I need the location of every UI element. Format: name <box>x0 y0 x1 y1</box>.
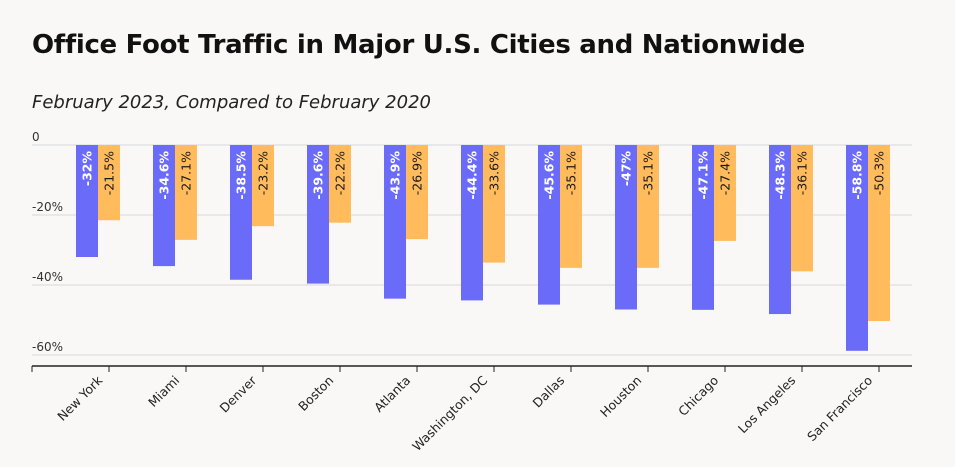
bar <box>384 145 406 299</box>
x-tick-label: Miami <box>145 373 182 410</box>
bar <box>791 145 813 272</box>
bar <box>329 145 351 223</box>
bar <box>868 145 890 322</box>
bar <box>637 145 659 268</box>
y-tick-label: -20% <box>32 200 63 214</box>
x-tick-label: Washington, DC <box>409 373 490 454</box>
data-label: -35.1% <box>641 151 656 195</box>
data-label: -35.1% <box>564 151 579 195</box>
data-label: -36.1% <box>795 151 810 195</box>
bar <box>230 145 252 280</box>
bar <box>615 145 637 310</box>
bar <box>714 145 736 241</box>
data-label: -47.1% <box>696 151 711 200</box>
bar <box>461 145 483 301</box>
bar <box>252 145 274 227</box>
data-label: -27.4% <box>718 151 733 195</box>
data-label: -39.6% <box>311 151 326 200</box>
x-tick-label: Dallas <box>530 373 568 411</box>
x-tick-label: Houston <box>597 373 644 420</box>
chart-subtitle: February 2023, Compared to February 2020 <box>32 92 431 113</box>
data-label: -48.3% <box>773 151 788 200</box>
bar <box>406 145 428 240</box>
data-label: -34.6% <box>157 151 172 200</box>
data-label: -50.3% <box>872 151 887 195</box>
chart-title: Office Foot Traffic in Major U.S. Cities… <box>32 30 805 60</box>
bar <box>76 145 98 257</box>
bar <box>538 145 560 305</box>
y-tick-label: 0 <box>32 130 40 144</box>
data-label: -44.4% <box>465 151 480 200</box>
bar <box>692 145 714 310</box>
x-tick-label: Denver <box>217 372 260 415</box>
x-tick-label: Boston <box>295 373 336 414</box>
bar <box>483 145 505 263</box>
bar <box>153 145 175 267</box>
bar <box>307 145 329 284</box>
data-label: -21.5% <box>102 151 117 195</box>
x-tick-label: Los Angeles <box>735 373 798 436</box>
x-tick-label: Atlanta <box>371 373 413 415</box>
data-label: -33.6% <box>487 151 502 195</box>
data-label: -58.8% <box>850 151 865 200</box>
x-tick-label: New York <box>54 372 106 424</box>
bar <box>560 145 582 268</box>
x-tick-label: Chicago <box>675 373 721 419</box>
x-tick-label: San Francisco <box>804 373 875 444</box>
data-label: -43.9% <box>388 151 403 200</box>
y-tick-label: -40% <box>32 270 63 284</box>
data-label: -32% <box>80 151 95 187</box>
bar <box>846 145 868 351</box>
data-label: -22.2% <box>333 151 348 195</box>
data-label: -45.6% <box>542 151 557 200</box>
data-label: -23.2% <box>256 151 271 195</box>
data-label: -38.5% <box>234 151 249 200</box>
data-label: -27.1% <box>179 151 194 195</box>
bar <box>175 145 197 240</box>
y-tick-label: -60% <box>32 340 63 354</box>
data-label: -47% <box>619 151 634 187</box>
bar <box>769 145 791 315</box>
data-label: -26.9% <box>410 151 425 195</box>
bar <box>98 145 120 221</box>
